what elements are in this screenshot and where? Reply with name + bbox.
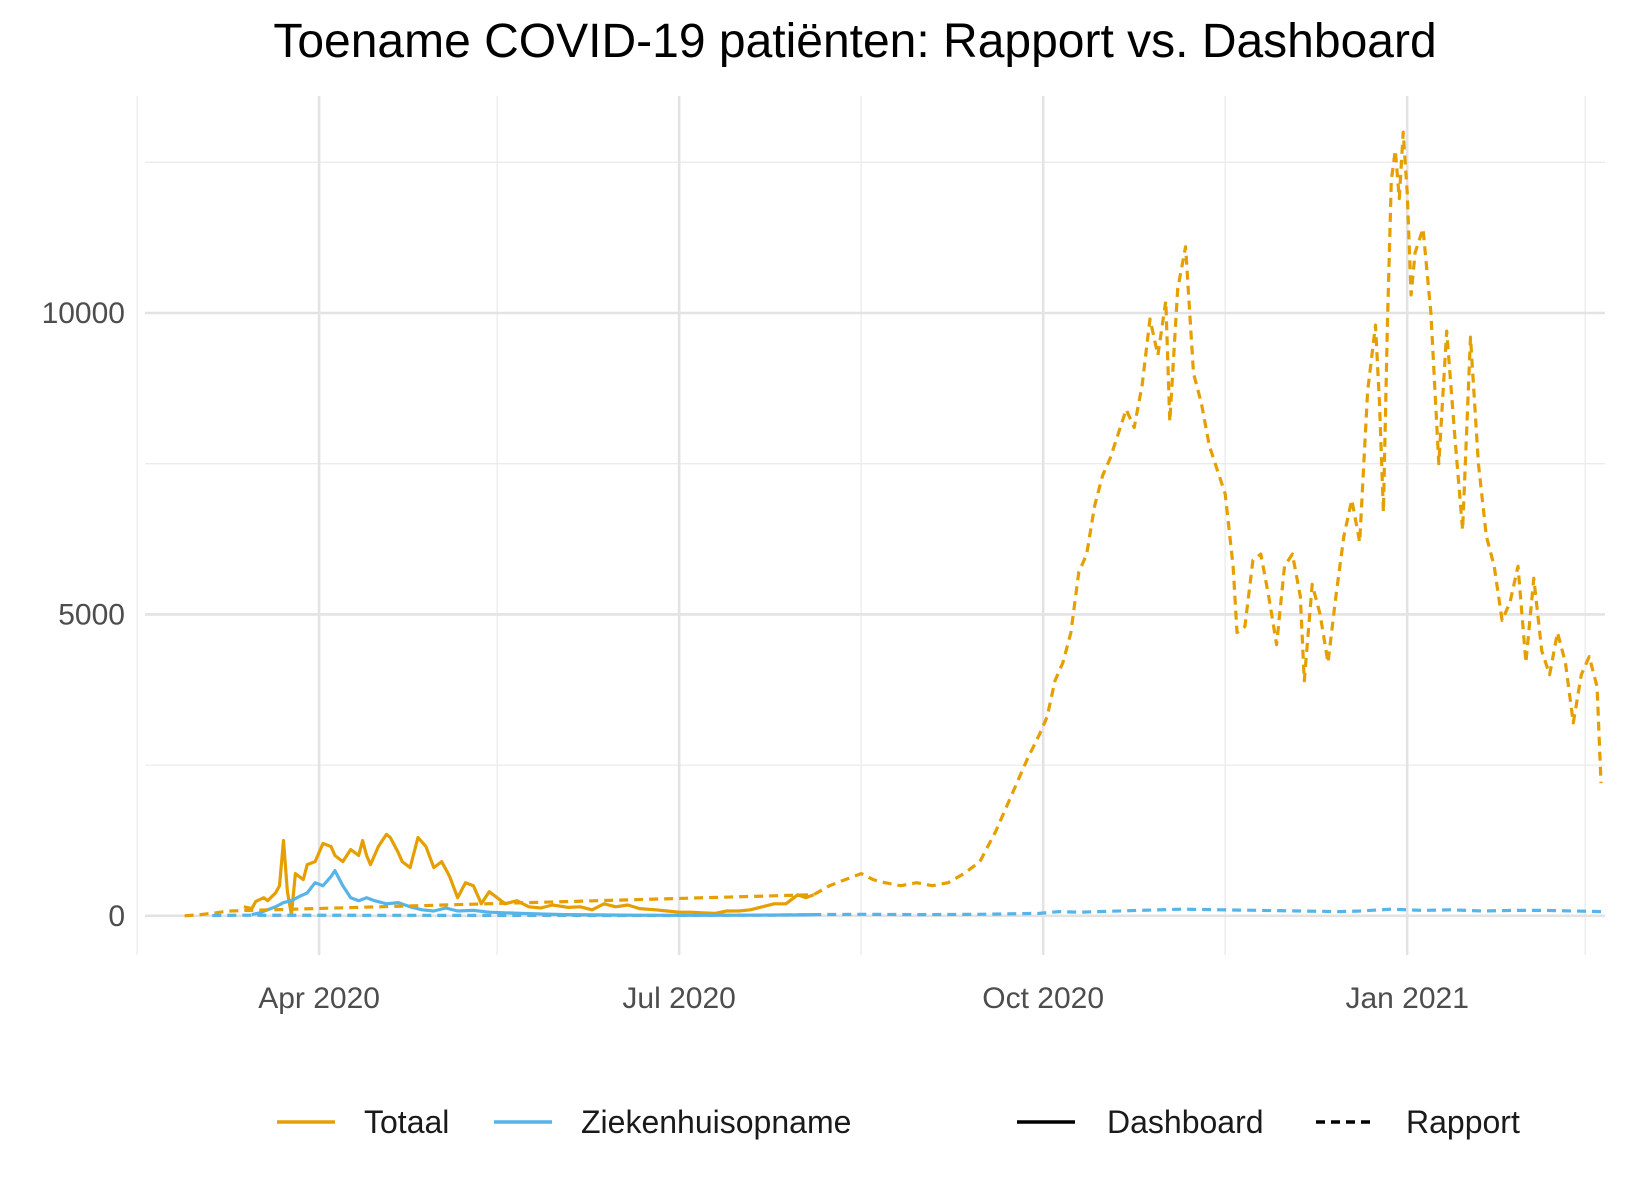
series-line-totaal-dashboard: [243, 832, 815, 917]
series-line-ziekenhuisopname-dashboard: [251, 868, 814, 917]
x-tick-label: Apr 2020: [258, 982, 380, 1015]
legend-label-ziekenhuisopname: Ziekenhuisopname: [581, 1104, 851, 1140]
series-line-totaal-rapport: [184, 130, 1603, 918]
y-tick-label: 10000: [42, 297, 125, 330]
legend-label-rapport: Rapport: [1406, 1104, 1520, 1140]
y-tick-label: 0: [108, 900, 125, 933]
y-tick-label: 5000: [58, 598, 125, 631]
chart-title: Toename COVID-19 patiënten: Rapport vs. …: [273, 15, 1437, 68]
axis-labels: 0 5000 10000 Apr 2020 Jul 2020 Oct 2020 Jan 20…: [42, 297, 1469, 1015]
legend-label-dashboard: Dashboard: [1107, 1104, 1264, 1140]
x-tick-label: Jul 2020: [622, 982, 735, 1015]
series-line-ziekenhuisopname-rapport: [212, 907, 1602, 918]
grid-layer: [136, 96, 1605, 955]
series-layer: [184, 130, 1603, 918]
legend: Totaal Ziekenhuisopname Dashboard Rapport: [277, 1104, 1520, 1140]
x-tick-label: Oct 2020: [982, 982, 1104, 1015]
legend-label-totaal: Totaal: [364, 1104, 449, 1140]
x-tick-label: Jan 2021: [1345, 982, 1468, 1015]
